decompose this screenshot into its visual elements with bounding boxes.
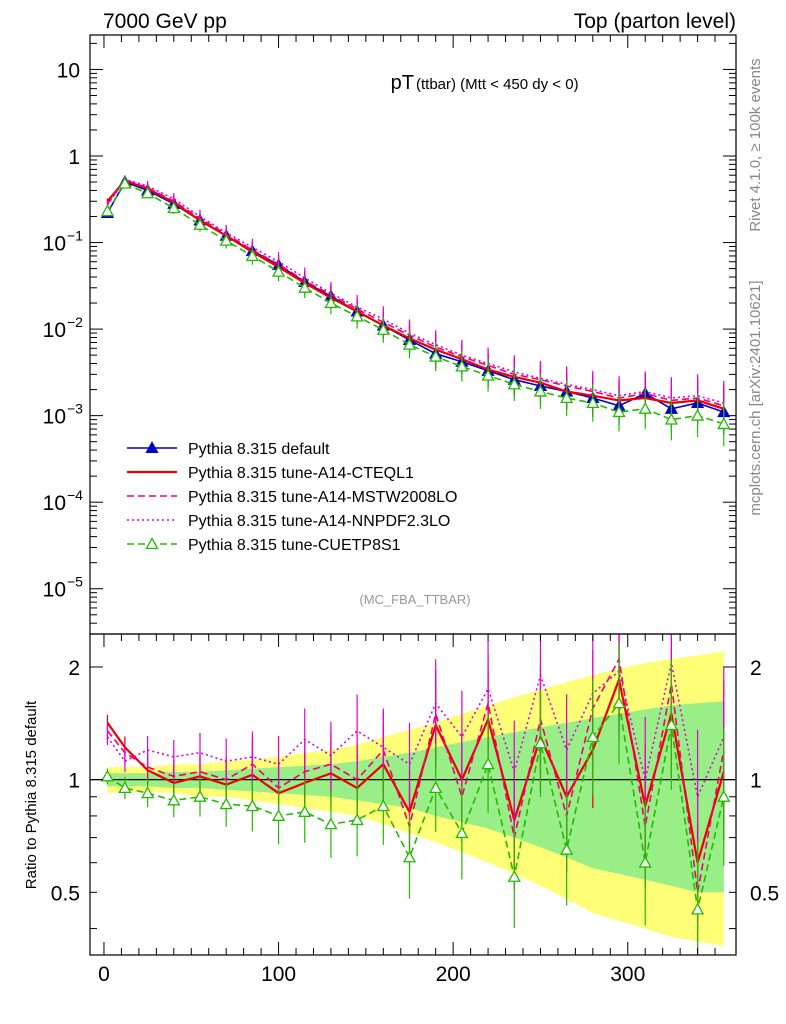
main-point-cuetp8s1	[429, 349, 443, 362]
main-y-tick-label: 1	[68, 146, 80, 169]
main-y-tick-label: 10	[43, 233, 66, 256]
header-left: 7000 GeV pp	[103, 10, 227, 33]
main-y-tick-exponent: −2	[67, 314, 83, 330]
main-point-cuetp8s1	[118, 176, 132, 189]
main-point-cuetp8s1	[324, 296, 338, 309]
main-title-rest: (ttbar) (Mtt < 450 dy < 0)	[416, 76, 579, 93]
ratio-point-cuetp8s1	[717, 789, 731, 802]
x-tick-label: 100	[261, 963, 296, 986]
ratio-point-cuetp8s1	[507, 869, 521, 882]
ratio-y-tick-label-right: 2	[750, 657, 762, 680]
main-point-cuetp8s1	[455, 359, 469, 372]
legend-label-cuetp8s1: Pythia 8.315 tune-CUETP8S1	[188, 537, 401, 554]
x-tick-label: 0	[98, 963, 110, 986]
ratio-point-cuetp8s1	[533, 736, 548, 749]
ratio-point-cuetp8s1	[612, 696, 626, 709]
main-point-cuetp8s1	[586, 396, 600, 409]
ratio-point-cuetp8s1	[219, 797, 233, 810]
main-point-cuetp8s1	[271, 264, 286, 277]
main-point-cuetp8s1	[376, 323, 390, 335]
main-point-cuetp8s1	[219, 233, 233, 246]
main-y-tick-label: 10	[57, 59, 80, 82]
ratio-y-tick-label-right: 0.5	[750, 882, 779, 905]
legend-label-cteql1: Pythia 8.315 tune-A14-CTEQL1	[188, 465, 414, 482]
main-y-tick-exponent: −4	[67, 487, 83, 503]
main-point-cuetp8s1	[612, 405, 626, 418]
ratio-point-cuetp8s1	[429, 781, 443, 794]
ratio-point-cuetp8s1	[167, 793, 181, 806]
main-point-cuetp8s1	[193, 218, 207, 230]
main-point-cuetp8s1	[350, 309, 364, 322]
header-right: Top (parton level)	[574, 10, 736, 33]
main-title: pT (ttbar) (Mtt < 450 dy < 0)	[391, 72, 579, 94]
main-y-tick-label: 10	[43, 579, 66, 602]
legend-marker-cuetp8s1	[145, 537, 159, 550]
main-frame	[89, 34, 737, 635]
main-point-cuetp8s1	[402, 337, 417, 350]
ratio-point-cuetp8s1	[690, 902, 705, 915]
ratio-frame	[89, 633, 737, 956]
ratio-point-cuetp8s1	[586, 730, 600, 743]
main-point-cuetp8s1	[481, 368, 495, 381]
ratio-point-cuetp8s1	[141, 786, 155, 799]
legend-label-nnpdf: Pythia 8.315 tune-A14-NNPDF2.3LO	[188, 513, 450, 530]
ratio-point-cuetp8s1	[324, 817, 338, 830]
main-point-cuetp8s1	[533, 384, 548, 397]
main-y-tick-label: 10	[43, 492, 66, 515]
rivet-label: Rivet 4.1.0, ≥ 100k events	[747, 58, 764, 231]
main-y-tick-exponent: −3	[67, 401, 83, 417]
main-y-tick-exponent: −5	[67, 574, 83, 590]
ratio-point-cuetp8s1	[298, 805, 312, 817]
mcplots-label: mcplots.cern.ch [arXiv:2401.10621]	[747, 280, 764, 515]
ratio-y-tick-label-left: 2	[68, 657, 80, 680]
ratio-y-tick-label-left: 0.5	[51, 882, 80, 905]
ratio-point-cuetp8s1	[245, 799, 259, 812]
legend-marker-default	[145, 441, 159, 454]
ratio-point-cuetp8s1	[271, 809, 286, 821]
ratio-point-cuetp8s1	[193, 789, 207, 802]
x-tick-label: 200	[436, 963, 471, 986]
ratio-point-cuetp8s1	[376, 799, 390, 812]
main-point-cuetp8s1	[245, 249, 259, 261]
legend: Pythia 8.315 default Pythia 8.315 tune-A1…	[127, 441, 457, 554]
main-y-tick-exponent: −1	[67, 228, 83, 244]
main-point-cuetp8s1	[100, 204, 115, 217]
legend-label-default: Pythia 8.315 default	[188, 441, 330, 458]
main-point-cuetp8s1	[141, 186, 155, 199]
main-point-cuetp8s1	[560, 391, 574, 404]
ratio-point-cuetp8s1	[402, 850, 417, 863]
main-point-cuetp8s1	[717, 417, 731, 430]
main-y-tick-label: 10	[43, 406, 66, 429]
ratio-panel: 2 2 1 1 0.5 0.5 0 100 200 300	[51, 633, 779, 986]
x-tick-label: 300	[610, 963, 645, 986]
analysis-label: (MC_FBA_TTBAR)	[359, 592, 470, 607]
ratio-ylabel: Ratio to Pythia 8.315 default	[23, 700, 40, 889]
ratio-y-tick-label-left: 1	[68, 770, 80, 793]
main-point-cuetp8s1	[690, 408, 705, 421]
main-point-cuetp8s1	[507, 377, 521, 390]
ratio-point-cuetp8s1	[350, 813, 364, 826]
ratio-point-cuetp8s1	[100, 769, 115, 782]
ratio-point-cuetp8s1	[481, 757, 495, 770]
main-title-variable: pT	[391, 72, 414, 94]
main-y-tick-label: 10	[43, 319, 66, 342]
main-point-cuetp8s1	[638, 401, 652, 414]
ratio-point-cuetp8s1	[638, 855, 652, 868]
ratio-point-cuetp8s1	[118, 781, 132, 794]
ratio-y-tick-label-right: 1	[750, 770, 762, 793]
ratio-point-cuetp8s1	[664, 718, 679, 731]
main-point-cuetp8s1	[664, 412, 679, 425]
main-point-cuetp8s1	[167, 201, 181, 214]
main-point-cuetp8s1	[298, 280, 312, 293]
legend-label-mstw: Pythia 8.315 tune-A14-MSTW2008LO	[188, 489, 457, 506]
ratio-point-cuetp8s1	[455, 826, 469, 839]
ratio-point-cuetp8s1	[560, 842, 574, 855]
